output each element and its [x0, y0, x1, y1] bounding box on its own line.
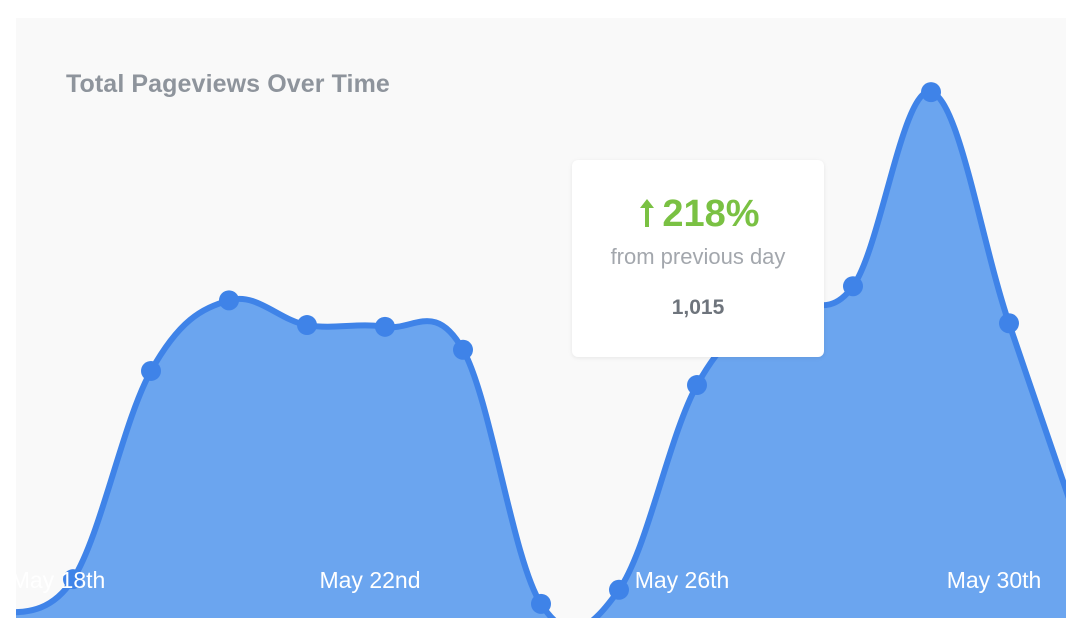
- x-tick-label: May 18th: [16, 567, 105, 593]
- chart-card: Total Pageviews Over Time May 18th May 22…: [16, 18, 1066, 618]
- x-tick-label: May 22nd: [319, 567, 420, 593]
- chart-title: Total Pageviews Over Time: [66, 70, 390, 98]
- area-fill: [16, 92, 1066, 618]
- arrow-up-icon: [640, 199, 655, 227]
- data-point[interactable]: [531, 593, 551, 614]
- data-point[interactable]: [297, 315, 317, 336]
- x-tick-label: May 26th: [635, 567, 730, 593]
- tooltip-value: 1,015: [671, 296, 725, 319]
- data-point[interactable]: [453, 339, 473, 360]
- data-point[interactable]: [219, 290, 239, 311]
- data-point[interactable]: [921, 82, 941, 103]
- data-point[interactable]: [141, 360, 161, 381]
- data-point[interactable]: [687, 375, 707, 396]
- data-point[interactable]: [63, 569, 83, 590]
- tooltip-percent-value: 218%: [662, 193, 760, 235]
- data-point[interactable]: [375, 316, 395, 337]
- pageviews-area-chart: May 18th May 22nd May 26th May 30th: [16, 82, 1066, 618]
- x-tick-label: May 30th: [947, 567, 1042, 593]
- data-point[interactable]: [843, 276, 863, 297]
- tooltip-percent: 218%: [572, 192, 824, 236]
- data-point[interactable]: [999, 313, 1019, 334]
- data-point[interactable]: [609, 579, 629, 600]
- chart-tooltip: 218% from previous day 1,015: [572, 160, 824, 357]
- tooltip-subtitle: from previous day: [610, 244, 786, 269]
